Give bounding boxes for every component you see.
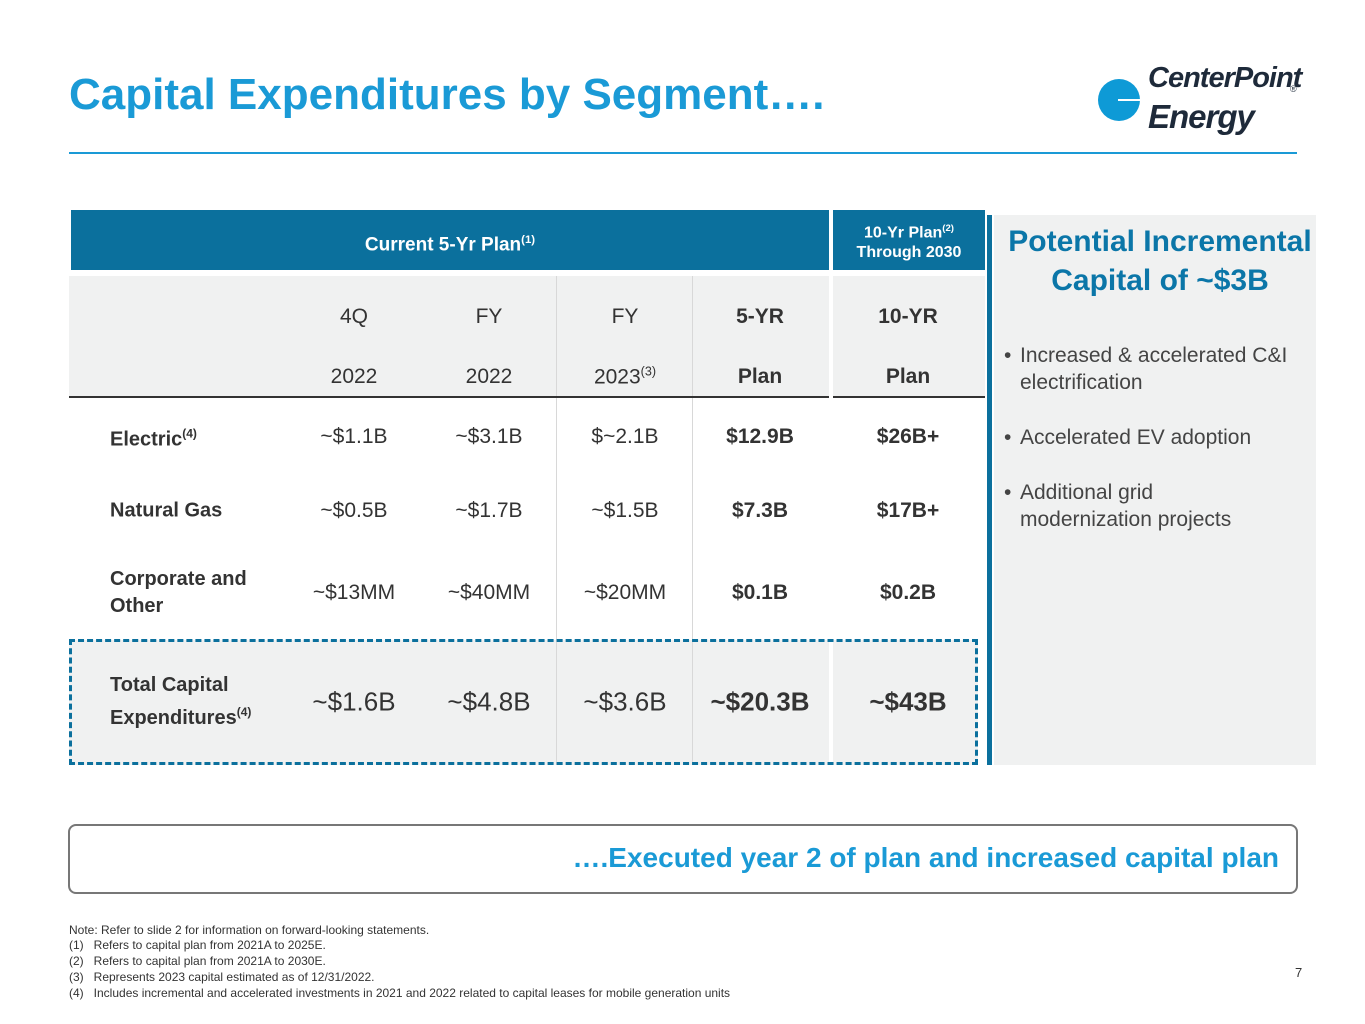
cell: $7.3B	[731, 499, 789, 522]
note: (4) Includes incremental and accelerated…	[69, 986, 731, 1000]
cell: ~$1.5B	[591, 499, 659, 522]
column-header: 2022	[421, 365, 557, 389]
rule	[69, 396, 829, 398]
group-header: Current 5-Yr Plan(1)	[71, 210, 829, 270]
text: Corporate and Other	[110, 568, 247, 617]
cell: $17B+	[876, 499, 940, 522]
subheader-bg	[833, 276, 985, 397]
bullet: Accelerated EV adoption	[1004, 424, 1320, 451]
column-header: Plan	[840, 365, 976, 389]
cell: ~$43B	[869, 686, 947, 717]
column-header: 4Q	[339, 305, 368, 328]
cell: ~$40MM	[447, 581, 531, 604]
column-header: 10-YR	[878, 305, 938, 328]
note: (1) Refers to capital plan from 2021A to…	[69, 938, 326, 952]
cell: ~$0.5B	[320, 499, 388, 522]
banner: ….Executed year 2 of plan and increased …	[572, 842, 1279, 873]
total-highlight	[69, 639, 978, 765]
cell: ~$20.3B	[710, 686, 810, 717]
text: 2022	[465, 365, 513, 388]
cell: ~$1.6B	[312, 686, 396, 717]
cell: ~$3.1B	[455, 425, 523, 448]
sup: (3)	[640, 364, 657, 379]
text: Total Capital Expenditures	[110, 674, 237, 729]
logo-mark: ®	[1290, 84, 1297, 94]
sup: (4)	[236, 705, 252, 720]
logo-line	[1118, 99, 1158, 101]
panel-title: Potential Incremental Capital of ~$3B	[1008, 225, 1312, 297]
cell: ~$3.6B	[583, 686, 667, 717]
cell: ~$20MM	[583, 581, 667, 604]
cell: ~$1.1B	[320, 425, 388, 448]
divider	[692, 276, 693, 765]
total-bg	[833, 640, 978, 765]
cell: ~$4.8B	[447, 686, 531, 717]
text: Plan	[737, 365, 783, 388]
sup: (1)	[521, 234, 536, 246]
logo-text: Energy	[1148, 98, 1255, 135]
group-header: 10-Yr Plan(2) Through 2030	[833, 210, 985, 270]
text: Current 5-Yr Plan	[364, 234, 522, 256]
sup: (4)	[182, 426, 197, 441]
cell: $0.2B	[879, 581, 937, 604]
cell: $26B+	[876, 425, 940, 448]
page-number: 7	[1295, 965, 1303, 980]
bullet: Increased & accelerated C&I electrificat…	[1004, 342, 1320, 396]
cell: ~$13MM	[312, 581, 396, 604]
logo-text: CenterPoint	[1148, 62, 1302, 94]
column-header: FY	[475, 305, 503, 328]
column-header: 5-YR	[736, 305, 784, 328]
divider	[556, 276, 557, 765]
text: 10-Yr Plan	[864, 224, 943, 242]
text: Plan	[885, 365, 931, 388]
title: Capital Expenditures by Segment….	[69, 70, 825, 119]
sup: (2)	[942, 223, 954, 234]
cell: $0.1B	[731, 581, 789, 604]
column-header: FY	[611, 305, 639, 328]
column-header: Plan	[692, 365, 828, 389]
text: Natural Gas	[110, 499, 223, 522]
cell: $12.9B	[726, 425, 794, 448]
row-label: Total Capital Expenditures(4)	[110, 672, 280, 732]
banner-box	[68, 824, 1298, 894]
rule	[833, 396, 985, 398]
subheader-bg	[69, 276, 829, 397]
cell: ~$1.7B	[455, 499, 523, 522]
row-label: Natural Gas	[110, 498, 280, 525]
column-header: 2022	[286, 365, 422, 389]
text: Electric	[110, 428, 183, 451]
cell: $~2.1B	[591, 425, 659, 448]
row-label: Electric(4)	[110, 421, 280, 454]
bullet: Additional grid modernization projects	[1004, 479, 1280, 533]
text: Through 2030	[856, 244, 962, 262]
rule	[69, 152, 1297, 154]
text: 2023	[593, 365, 641, 389]
column-header: 2023(3)	[557, 365, 693, 390]
row-label: Corporate and Other	[110, 566, 280, 620]
note: (2) Refers to capital plan from 2021A to…	[69, 954, 326, 968]
total-bg	[69, 640, 829, 765]
panel-bar	[987, 215, 992, 765]
note: (3) Represents 2023 capital estimated as…	[69, 970, 375, 984]
text: 2022	[330, 365, 378, 388]
note: Note: Refer to slide 2 for information o…	[69, 923, 430, 937]
